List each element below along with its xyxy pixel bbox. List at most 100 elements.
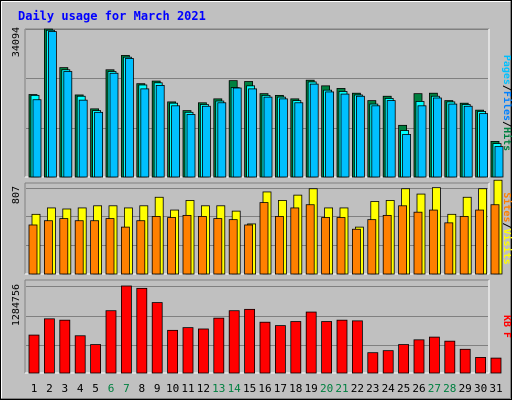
bar-visits-sites [136, 220, 146, 275]
x-tick-label: 11 [181, 382, 194, 395]
x-tick-label: 25 [397, 382, 410, 395]
bar-kbytes-kb-f [90, 344, 101, 374]
bar-visits-sites [444, 222, 454, 275]
bar-kbytes-kb-f [44, 318, 55, 374]
bar-hits-pages [432, 97, 442, 178]
x-tick-label: 31 [489, 382, 502, 395]
bar-kbytes-kb-f [151, 302, 163, 374]
bar-kbytes-kb-f [213, 317, 225, 374]
bar-kbytes-kb-f [228, 310, 240, 374]
bar-visits-sites [382, 214, 392, 275]
x-tick-label: 27 [428, 382, 441, 395]
bar-kbytes-kb-f [367, 352, 379, 374]
bar-hits-pages [402, 134, 412, 178]
bar-visits-sites [59, 218, 69, 275]
y-max-label-kbytes: 1284756 [11, 284, 22, 326]
bar-hits-pages [325, 91, 335, 178]
bar-visits-sites [367, 219, 377, 275]
bar-hits-pages [417, 105, 427, 178]
series-label-part: Hits [501, 127, 512, 151]
bar-kbytes-kb-f [290, 321, 302, 374]
series-label-visits: Sites/Visits [501, 192, 512, 264]
bar-kbytes-kb-f [413, 339, 425, 374]
bar-kbytes-kb-f [182, 327, 194, 374]
series-label-part: KB [501, 315, 512, 327]
bar-kbytes-kb-f [28, 334, 40, 374]
x-tick-label: 19 [305, 382, 318, 395]
bar-visits-sites [475, 209, 485, 275]
series-sites [28, 202, 500, 275]
x-tick-label: 22 [351, 382, 364, 395]
bar-visits-sites [336, 217, 346, 275]
panel-visits: 807 Sites/Visits [11, 179, 512, 275]
x-tick-label: 10 [166, 382, 179, 395]
bar-visits-sites [321, 217, 331, 275]
x-tick-label: 20 [320, 382, 333, 395]
bar-kbytes-kb-f [244, 308, 256, 374]
bar-visits-sites [121, 226, 130, 275]
panel-kbytes: 1284756 KB F [11, 279, 512, 374]
bar-hits-pages [232, 87, 242, 178]
bar-visits-sites [167, 217, 177, 275]
bar-visits-sites [459, 216, 469, 275]
x-tick-label: 1 [31, 382, 38, 395]
series-label-part: Pages [501, 55, 512, 85]
bar-kbytes-kb-f [321, 321, 333, 374]
bar-visits-sites [28, 224, 38, 275]
bar-hits-pages [186, 114, 196, 178]
bar-visits-sites [90, 220, 99, 275]
bar-visits-sites [351, 228, 361, 275]
plot-area-kbytes [25, 280, 489, 373]
bar-kbytes-kb-f [351, 320, 363, 374]
bar-kbytes-kb-f [105, 310, 117, 374]
bar-kbytes-kb-f [490, 357, 502, 374]
x-tick-label: 18 [289, 382, 302, 395]
bar-hits-pages [48, 31, 57, 178]
bar-hits-pages [78, 99, 88, 178]
x-tick-label: 26 [412, 382, 425, 395]
bar-kbytes-kb-f [444, 340, 456, 374]
bar-hits-pages [140, 88, 150, 178]
bar-hits-pages [201, 105, 211, 178]
x-tick-label: 12 [197, 382, 210, 395]
bar-visits-sites [398, 205, 408, 275]
x-tick-label: 3 [61, 382, 68, 395]
x-tick-label: 2 [46, 382, 53, 395]
bar-hits-pages [294, 102, 304, 178]
bar-hits-pages [109, 72, 119, 178]
x-tick-label: 15 [243, 382, 256, 395]
x-tick-label: 30 [474, 382, 487, 395]
bar-hits-pages [263, 96, 273, 178]
bar-hits-pages [248, 88, 258, 178]
bar-visits-sites [305, 204, 315, 275]
bar-visits-sites [228, 219, 238, 275]
bar-hits-pages [494, 146, 504, 178]
bar-kbytes-kb-f [136, 287, 148, 374]
bar-visits-sites [74, 220, 84, 275]
bar-hits-pages [479, 113, 489, 178]
bar-kbytes-kb-f [459, 348, 471, 374]
bar-kbytes-kb-f [398, 344, 410, 374]
bar-hits-pages [125, 58, 134, 178]
bar-hits-pages [386, 100, 396, 178]
chart-title: Daily usage for March 2021 [18, 9, 206, 23]
bar-kbytes-kb-f [121, 285, 132, 374]
bar-hits-pages [278, 98, 288, 178]
bar-visits-sites [428, 209, 438, 275]
series-label-part: Sites [501, 192, 512, 222]
x-tick-label: 5 [92, 382, 99, 395]
bar-hits-pages [463, 105, 473, 178]
series-kb-f [28, 285, 502, 374]
bar-kbytes-kb-f [428, 336, 440, 374]
x-tick-label: 16 [258, 382, 271, 395]
x-tick-label: 24 [382, 382, 396, 395]
bar-hits-pages [340, 93, 350, 178]
bar-kbytes-kb-f [382, 350, 394, 374]
x-tick-label: 23 [366, 382, 379, 395]
bar-hits-pages [171, 105, 181, 178]
bar-hits-pages [32, 99, 42, 178]
bar-visits-sites [197, 216, 207, 275]
bar-visits-sites [244, 224, 254, 275]
